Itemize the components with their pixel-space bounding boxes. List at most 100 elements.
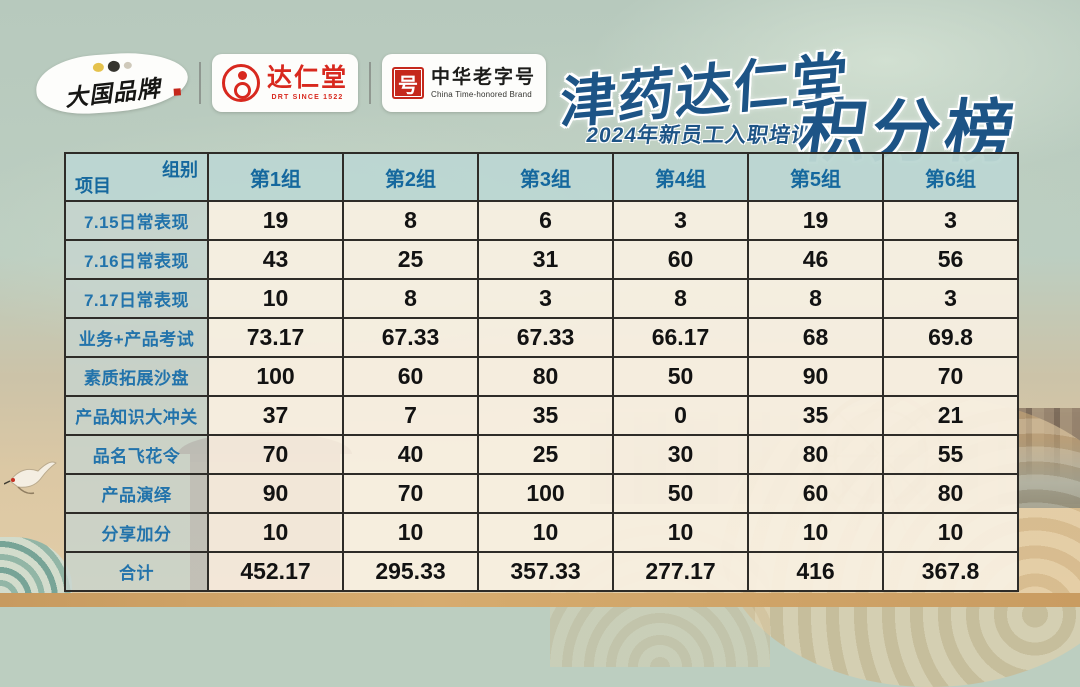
score-cell: 31 [477, 239, 614, 280]
darentang-logo-subtext: DRT SINCE 1522 [271, 93, 344, 101]
row-label: 产品知识大冲关 [64, 395, 209, 436]
corner-group-label: 组别 [162, 160, 198, 180]
table-row: 7.16日常表现 43 25 31 60 46 56 [64, 239, 1019, 280]
table-header-row: 组别 项目 第1组 第2组 第3组 第4组 第5组 第6组 [64, 152, 1019, 202]
row-label: 分享加分 [64, 512, 209, 553]
total-value-cell: 277.17 [612, 551, 749, 592]
score-cell: 55 [882, 434, 1019, 475]
score-cell: 3 [477, 278, 614, 319]
score-cell: 90 [207, 473, 344, 514]
score-cell: 67.33 [342, 317, 479, 358]
daguo-logo-text: 大国品牌 [63, 75, 162, 111]
row-label: 7.16日常表现 [64, 239, 209, 280]
score-cell: 40 [342, 434, 479, 475]
score-cell: 80 [882, 473, 1019, 514]
table-row: 7.15日常表现 19 8 6 3 19 3 [64, 200, 1019, 241]
corner-cell: 组别 项目 [64, 152, 209, 202]
time-honored-logo-text: 中华老字号 [431, 66, 537, 88]
score-cell: 35 [747, 395, 884, 436]
score-cell: 8 [342, 200, 479, 241]
total-value-cell: 357.33 [477, 551, 614, 592]
score-cell: 43 [207, 239, 344, 280]
score-cell: 50 [612, 356, 749, 397]
corner-item-label: 项目 [75, 176, 111, 196]
table-row: 素质拓展沙盘 100 60 80 50 90 70 [64, 356, 1019, 397]
group-header-cell: 第2组 [342, 152, 479, 202]
time-honored-logo-subtext: China Time-honored Brand [431, 89, 532, 99]
row-label: 素质拓展沙盘 [64, 356, 209, 397]
darentang-logo-text: 达仁堂 [267, 63, 349, 92]
score-cell: 3 [882, 200, 1019, 241]
score-cell: 90 [747, 356, 884, 397]
score-cell: 30 [612, 434, 749, 475]
row-label: 产品演绎 [64, 473, 209, 514]
score-cell: 7 [342, 395, 479, 436]
score-cell: 25 [477, 434, 614, 475]
logo-divider [369, 62, 372, 104]
daguo-logo-seal-icon [173, 88, 182, 96]
score-cell: 80 [477, 356, 614, 397]
score-cell: 10 [207, 278, 344, 319]
row-label: 7.17日常表现 [64, 278, 209, 319]
time-honored-brand-logo: 号 中华老字号 China Time-honored Brand [382, 54, 547, 112]
score-cell: 67.33 [477, 317, 614, 358]
score-cell: 10 [207, 512, 344, 553]
score-cell: 10 [477, 512, 614, 553]
score-cell: 66.17 [612, 317, 749, 358]
table-row: 产品演绎 90 70 100 50 60 80 [64, 473, 1019, 514]
score-cell: 70 [207, 434, 344, 475]
logo-divider [199, 62, 201, 104]
row-label: 品名飞花令 [64, 434, 209, 475]
row-label: 7.15日常表现 [64, 200, 209, 241]
score-cell: 25 [342, 239, 479, 280]
score-cell: 70 [882, 356, 1019, 397]
score-cell: 60 [747, 473, 884, 514]
score-cell: 10 [612, 512, 749, 553]
score-cell: 69.8 [882, 317, 1019, 358]
total-value-cell: 367.8 [882, 551, 1019, 592]
score-cell: 100 [207, 356, 344, 397]
score-cell: 60 [342, 356, 479, 397]
total-row: 合计 452.17 295.33 357.33 277.17 416 367.8 [64, 551, 1019, 592]
score-cell: 8 [342, 278, 479, 319]
score-cell: 6 [477, 200, 614, 241]
score-cell: 3 [882, 278, 1019, 319]
score-cell: 68 [747, 317, 884, 358]
row-label: 业务+产品考试 [64, 317, 209, 358]
score-cell: 10 [747, 512, 884, 553]
table-row: 分享加分 10 10 10 10 10 10 [64, 512, 1019, 553]
score-cell: 8 [747, 278, 884, 319]
time-honored-seal-icon: 号 [392, 67, 425, 99]
score-table: 组别 项目 第1组 第2组 第3组 第4组 第5组 第6组 7.15日常表现 19 8 6 3 19… [64, 152, 1019, 592]
group-header-cell: 第4组 [612, 152, 749, 202]
score-cell: 0 [612, 395, 749, 436]
group-header-cell: 第3组 [477, 152, 614, 202]
score-cell: 19 [747, 200, 884, 241]
table-row: 品名飞花令 70 40 25 30 80 55 [64, 434, 1019, 475]
score-cell: 35 [477, 395, 614, 436]
brand-logo-bar: 大国品牌 达仁堂 DRT SINCE 1522 号 中华老字号 China Ti… [34, 48, 547, 118]
score-cell: 50 [612, 473, 749, 514]
score-cell: 8 [612, 278, 749, 319]
score-cell: 21 [882, 395, 1019, 436]
score-cell: 56 [882, 239, 1019, 280]
score-cell: 19 [207, 200, 344, 241]
table-row: 业务+产品考试 73.17 67.33 67.33 66.17 68 69.8 [64, 317, 1019, 358]
score-cell: 73.17 [207, 317, 344, 358]
group-header-cell: 第1组 [207, 152, 344, 202]
score-cell: 80 [747, 434, 884, 475]
score-cell: 37 [207, 395, 344, 436]
bottom-band-decoration [0, 593, 1080, 607]
total-value-cell: 416 [747, 551, 884, 592]
table-row: 产品知识大冲关 37 7 35 0 35 21 [64, 395, 1019, 436]
darentang-logo: 达仁堂 DRT SINCE 1522 [212, 54, 359, 112]
score-cell: 46 [747, 239, 884, 280]
score-cell: 3 [612, 200, 749, 241]
daguo-pinpai-logo: 大国品牌 [34, 48, 190, 118]
score-cell: 100 [477, 473, 614, 514]
total-value-cell: 295.33 [342, 551, 479, 592]
darentang-emblem-icon [222, 64, 260, 102]
score-cell: 60 [612, 239, 749, 280]
table-row: 7.17日常表现 10 8 3 8 8 3 [64, 278, 1019, 319]
score-cell: 10 [882, 512, 1019, 553]
